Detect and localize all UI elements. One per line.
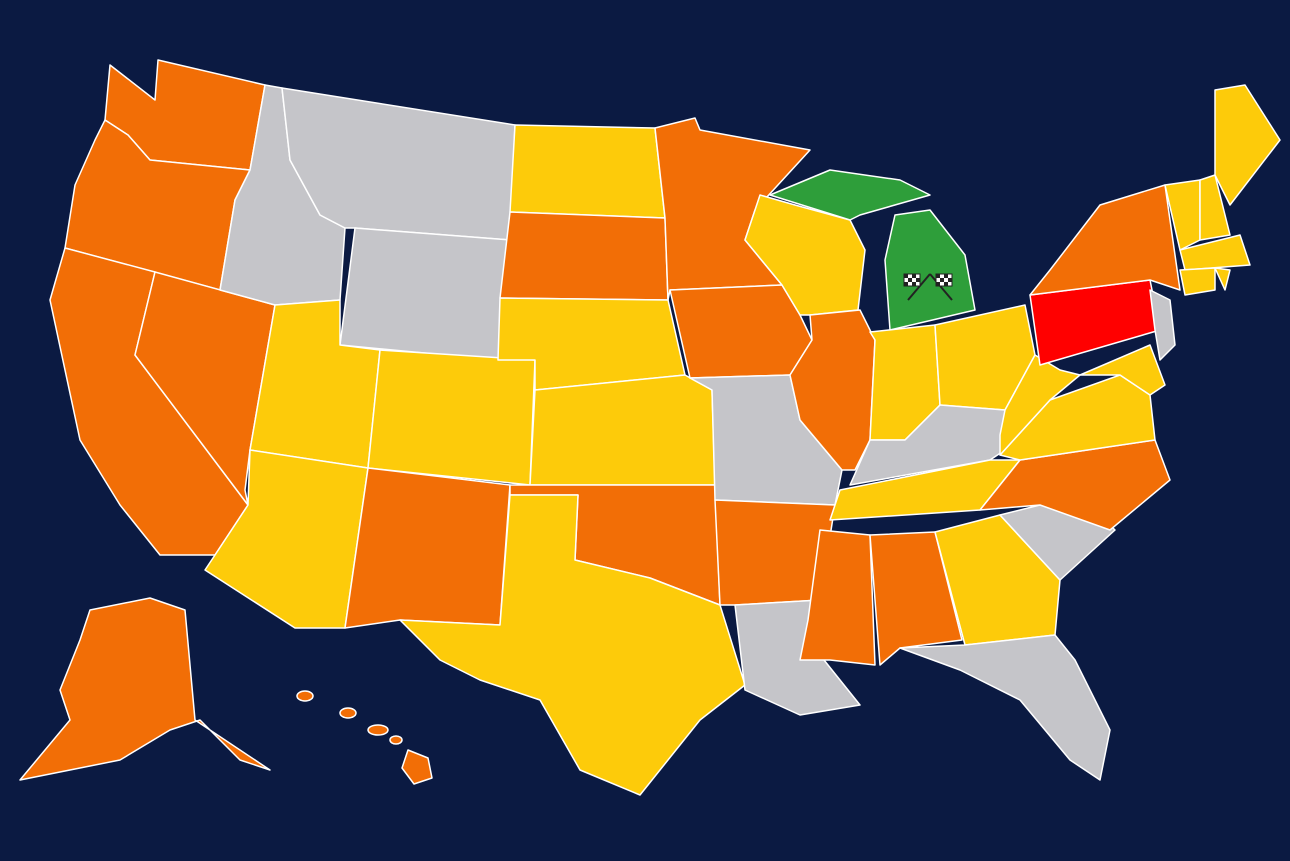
checkered-flags-icon [903, 273, 953, 301]
state [884, 209, 976, 331]
state [1214, 84, 1281, 206]
state [1179, 234, 1251, 271]
state [899, 634, 1111, 781]
state [367, 349, 536, 486]
states [19, 59, 1281, 796]
state [344, 467, 511, 629]
state [869, 531, 963, 666]
state [1149, 289, 1176, 361]
state [19, 597, 271, 781]
island [339, 707, 357, 719]
island [296, 690, 314, 702]
state [769, 169, 931, 221]
state [789, 309, 876, 471]
state [1029, 184, 1181, 296]
state [1214, 267, 1231, 291]
state [1199, 174, 1231, 241]
state [529, 374, 716, 486]
state [499, 211, 669, 301]
state [339, 227, 511, 361]
state [399, 494, 746, 796]
island [367, 724, 389, 736]
state [934, 514, 1061, 646]
state [1079, 344, 1166, 396]
island [389, 735, 403, 745]
island [401, 749, 433, 785]
state [509, 124, 666, 219]
state [1179, 267, 1216, 296]
